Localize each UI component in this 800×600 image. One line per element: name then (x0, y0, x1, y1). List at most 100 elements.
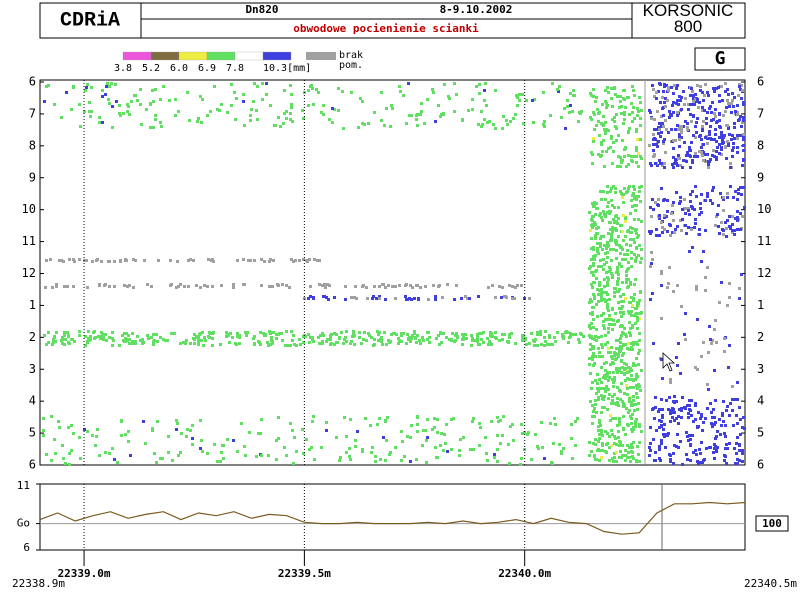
defect-pixel (630, 257, 633, 260)
defect-pixel (711, 189, 714, 192)
defect-pixel (620, 105, 623, 108)
defect-pixel (706, 142, 709, 145)
defect-pixel (370, 336, 373, 339)
defect-pixel (736, 151, 739, 154)
defect-pixel (421, 444, 424, 447)
legend-swatch (262, 51, 292, 61)
defect-pixel (86, 340, 89, 343)
defect-pixel (637, 453, 640, 456)
defect-pixel (197, 117, 200, 120)
defect-pixel (725, 462, 728, 465)
defect-pixel (520, 457, 523, 460)
defect-pixel (97, 335, 100, 338)
defect-pixel (686, 128, 689, 131)
defect-pixel (78, 330, 81, 333)
defect-pixel (384, 419, 387, 422)
defect-pixel (321, 284, 324, 287)
defect-pixel (618, 307, 621, 310)
defect-pixel (479, 426, 482, 429)
defect-pixel (636, 327, 639, 330)
defect-pixel (400, 332, 403, 335)
defect-pixel (409, 436, 412, 439)
defect-pixel (630, 346, 633, 349)
defect-pixel (107, 260, 110, 263)
defect-pixel (695, 285, 698, 288)
defect-pixel (632, 299, 635, 302)
defect-pixel (663, 138, 666, 141)
defect-pixel (611, 433, 614, 436)
defect-pixel (546, 343, 549, 346)
defect-pixel (302, 341, 305, 344)
defect-pixel (718, 119, 721, 122)
defect-pixel (689, 193, 692, 196)
defect-pixel (185, 435, 188, 438)
defect-pixel (661, 416, 664, 419)
defect-pixel (740, 193, 743, 196)
defect-pixel (111, 126, 114, 129)
defect-pixel (242, 100, 245, 103)
defect-pixel (269, 258, 272, 261)
defect-pixel (699, 461, 702, 464)
defect-pixel (720, 148, 723, 151)
defect-pixel (741, 89, 744, 92)
defect-pixel (539, 330, 542, 333)
defect-pixel (704, 229, 707, 232)
defect-pixel (63, 285, 66, 288)
defect-pixel (592, 111, 595, 114)
defect-pixel (702, 341, 705, 344)
defect-pixel (415, 341, 418, 344)
defect-pixel (533, 344, 536, 347)
defect-pixel (311, 338, 314, 341)
defect-pixel (724, 447, 727, 450)
defect-pixel (638, 317, 641, 320)
defect-pixel (603, 298, 606, 301)
defect-pixel (603, 244, 606, 247)
legend-missing (306, 52, 336, 60)
defect-pixel (675, 356, 678, 359)
defect-pixel (211, 285, 214, 288)
defect-pixel (426, 418, 429, 421)
defect-pixel (713, 369, 716, 372)
defect-pixel (444, 442, 447, 445)
defect-pixel (699, 89, 702, 92)
defect-pixel (593, 297, 596, 300)
defect-pixel (259, 432, 262, 435)
y-tick-label: 11 (17, 479, 30, 492)
defect-pixel (637, 383, 640, 386)
defect-pixel (653, 95, 656, 98)
defect-pixel (663, 85, 666, 88)
defect-pixel (725, 443, 728, 446)
defect-pixel (657, 410, 660, 413)
defect-pixel (719, 192, 722, 195)
defect-pixel (711, 101, 714, 104)
defect-pixel (630, 314, 633, 317)
defect-pixel (713, 90, 716, 93)
defect-pixel (593, 407, 596, 410)
defect-pixel (628, 127, 631, 130)
defect-pixel (149, 126, 152, 129)
defect-pixel (361, 122, 364, 125)
defect-pixel (108, 102, 111, 105)
defect-pixel (594, 235, 597, 238)
defect-pixel (615, 353, 618, 356)
defect-pixel (689, 94, 692, 97)
defect-pixel (277, 284, 280, 287)
defect-pixel (354, 445, 357, 448)
defect-pixel (560, 452, 563, 455)
defect-pixel (602, 320, 605, 323)
defect-pixel (723, 350, 726, 353)
defect-pixel (678, 133, 681, 136)
defect-pixel (372, 295, 375, 298)
defect-pixel (614, 312, 617, 315)
defect-pixel (378, 295, 381, 298)
defect-pixel (625, 243, 628, 246)
defect-pixel (596, 232, 599, 235)
defect-pixel (127, 440, 130, 443)
defect-pixel (233, 91, 236, 94)
defect-pixel (55, 283, 58, 286)
defect-pixel (292, 334, 295, 337)
defect-pixel (663, 423, 666, 426)
defect-pixel (670, 128, 673, 131)
defect-pixel (321, 342, 324, 345)
defect-pixel (377, 339, 380, 342)
